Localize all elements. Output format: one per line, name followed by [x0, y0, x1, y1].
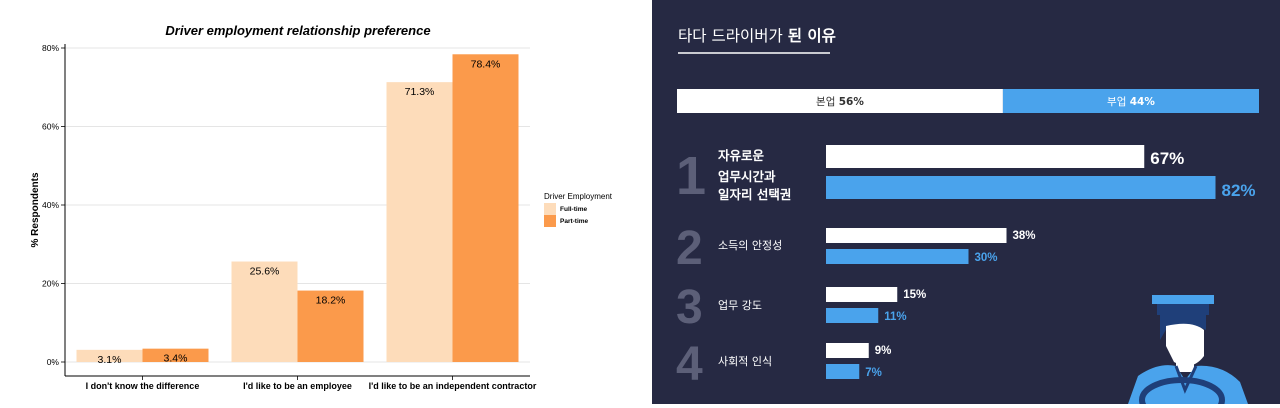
y-tick-label: 60%	[42, 122, 59, 132]
split-side-value: 44%	[1130, 96, 1156, 108]
infographic-title-plain: 타다 드라이버가	[678, 27, 783, 45]
side-job-value: 11%	[884, 311, 906, 323]
reason-label: 소득의 안정성	[718, 239, 782, 252]
split-main-label: 본업 56%	[816, 95, 864, 108]
y-tick-label: 0%	[47, 357, 60, 367]
rank-number: 1	[676, 146, 706, 206]
legend-label-full-time: Full-time	[560, 206, 587, 213]
y-axis-label: % Respondents	[30, 172, 41, 247]
split-main-name: 본업	[816, 95, 835, 108]
main-job-bar	[826, 287, 898, 302]
split-main-value: 56%	[839, 96, 865, 108]
tada-driver-reasons-chart: 타다 드라이버가 된 이유 본업 56% 부업 44% 1 자유로운업무시간과일자리…	[676, 26, 1259, 404]
employment-preference-chart: Driver employment relationship preferenc…	[30, 23, 613, 391]
infographic-title: 타다 드라이버가 된 이유	[678, 26, 836, 45]
side-job-bar	[826, 249, 969, 264]
bar-value-label: 3.1%	[98, 354, 122, 366]
side-job-bar	[826, 308, 879, 323]
rank-number: 2	[676, 222, 703, 275]
bar-full-time	[386, 82, 453, 363]
main-job-value: 67%	[1150, 149, 1184, 168]
bar-part-time	[452, 54, 519, 362]
y-tick-label: 40%	[42, 200, 59, 210]
driver-cap	[1157, 304, 1209, 315]
legend-key-part-time	[544, 215, 556, 227]
bar-full-time	[231, 261, 298, 362]
main-job-bar	[826, 145, 1145, 168]
bar-value-label: 18.2%	[316, 295, 346, 307]
chart-legend: Driver Employment Full-time Part-time	[544, 192, 613, 227]
split-bar-side	[1002, 89, 1259, 113]
bar-value-label: 78.4%	[471, 58, 501, 70]
bar-value-label: 3.4%	[164, 353, 188, 365]
driver-neck	[1176, 358, 1194, 372]
x-tick-label: I'd like to be an employee	[243, 381, 352, 391]
y-tick-label: 20%	[42, 279, 59, 289]
x-tick-label: I'd like to be an independent contractor	[369, 381, 537, 391]
driver-cap-brim	[1152, 295, 1214, 304]
bar-value-label: 71.3%	[405, 86, 435, 98]
split-bar-main	[677, 89, 1003, 113]
infographic-title-bold: 된 이유	[788, 26, 836, 45]
main-job-bar	[826, 228, 1007, 243]
legend-title: Driver Employment	[544, 192, 613, 201]
chart-title: Driver employment relationship preferenc…	[165, 23, 430, 38]
y-tick-label: 80%	[42, 43, 59, 53]
main-job-value: 15%	[903, 289, 926, 301]
driver-illustration	[1128, 295, 1248, 404]
main-job-value: 38%	[1013, 230, 1036, 242]
rank-number: 4	[676, 338, 703, 391]
main-job-bar	[826, 343, 869, 358]
split-side-label: 부업 44%	[1107, 95, 1155, 108]
x-tick-label: I don't know the difference	[86, 381, 200, 391]
reason-label: 일자리 선택권	[718, 187, 791, 202]
legend-key-full-time	[544, 203, 556, 215]
bar-value-label: 25.6%	[250, 266, 280, 278]
driver-face	[1166, 323, 1204, 366]
side-job-value: 7%	[865, 367, 882, 379]
split-side-name: 부업	[1107, 95, 1126, 108]
reason-label: 사회적 인식	[718, 355, 772, 368]
bar-part-time	[142, 348, 209, 362]
steering-wheel	[1139, 377, 1225, 404]
main-job-value: 9%	[875, 345, 892, 357]
legend-label-part-time: Part-time	[560, 218, 589, 225]
rank-number: 3	[676, 281, 703, 334]
side-job-value: 82%	[1222, 181, 1256, 200]
side-job-value: 30%	[975, 252, 998, 264]
side-job-bar	[826, 364, 860, 379]
bar-part-time	[297, 290, 364, 362]
reason-label: 업무 강도	[718, 299, 762, 312]
driver-collar	[1174, 365, 1198, 394]
reason-label: 업무시간과	[718, 169, 776, 184]
driver-hair	[1160, 315, 1206, 340]
employment-preference-chart-panel: Driver employment relationship preferenc…	[30, 23, 613, 391]
reason-label: 자유로운	[718, 148, 765, 163]
bar-full-time	[76, 349, 143, 362]
side-job-bar	[826, 176, 1216, 199]
